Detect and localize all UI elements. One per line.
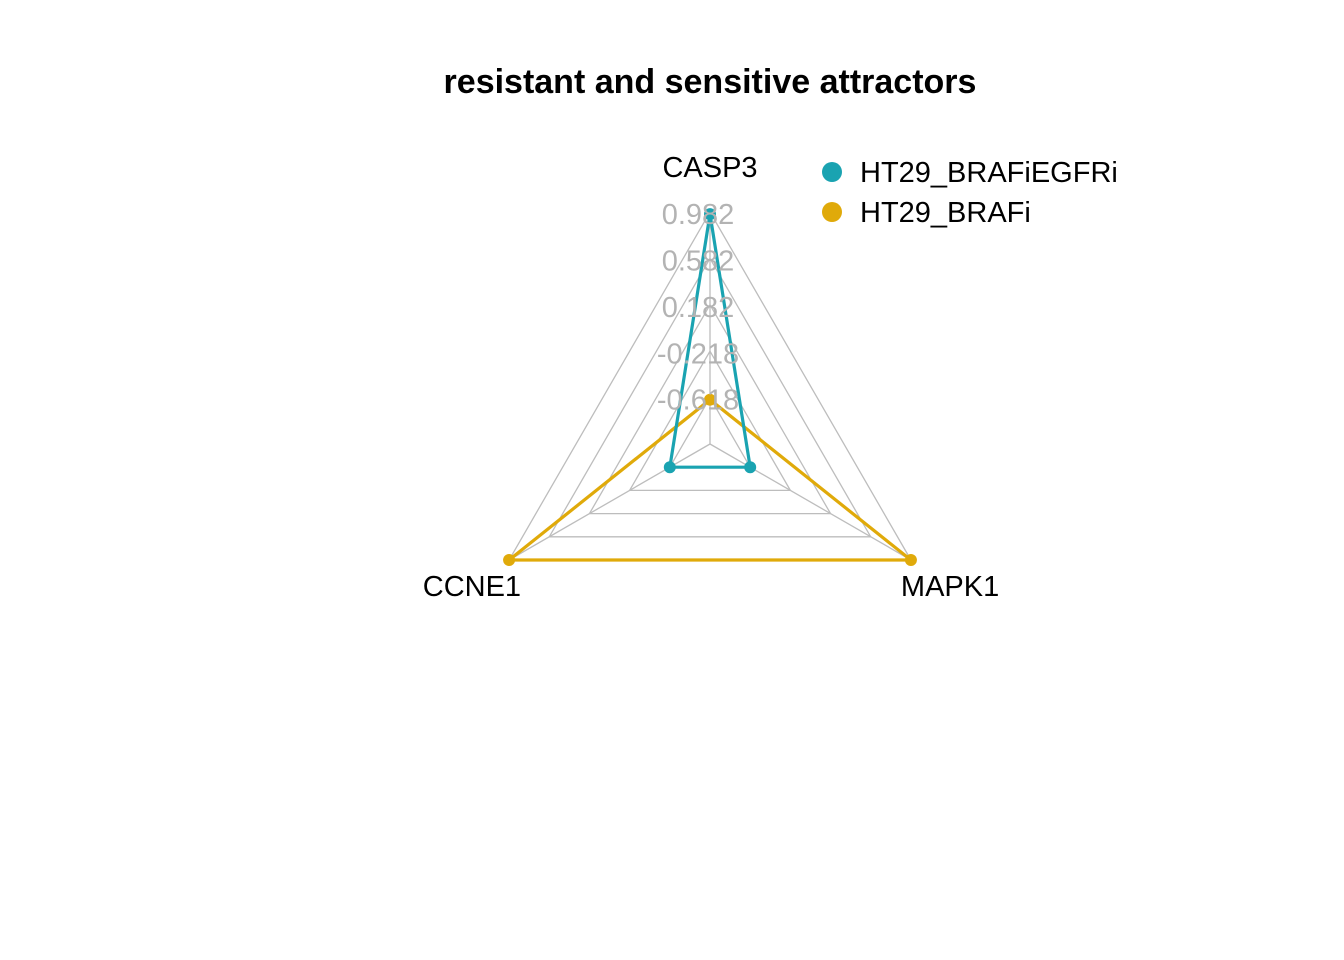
series-HT29_BRAFi [503, 393, 917, 566]
grid-spoke [709, 443, 912, 561]
data-point [704, 208, 716, 221]
series-HT29_BRAFiEGFRi [663, 208, 757, 474]
tick-labels: 0.982 0.582 0.182 -0.218 -0.618 [657, 199, 739, 417]
legend-label: HT29_BRAFi [860, 197, 1031, 229]
series-line [668, 212, 752, 469]
grid-ring-2 [628, 349, 792, 492]
legend: HT29_BRAFiEGFRi HT29_BRAFi [822, 157, 1118, 229]
tick-label: 0.982 [662, 199, 735, 231]
legend-marker [822, 202, 842, 222]
legend-label: HT29_BRAFiEGFRi [860, 157, 1118, 189]
legend-marker [822, 162, 842, 182]
data-point [904, 554, 917, 566]
data-point [744, 461, 757, 474]
axis-label-CCNE1: CCNE1 [423, 571, 521, 603]
axis-label-MAPK1: MAPK1 [901, 571, 999, 603]
chart-title: resistant and sensitive attractors [444, 63, 977, 101]
series-layer [503, 208, 917, 566]
tick-label: -0.618 [657, 385, 739, 417]
data-point [663, 461, 676, 474]
grid-ring-3 [588, 303, 832, 515]
tick-label: 0.582 [662, 245, 735, 277]
grid-spoke [508, 443, 711, 561]
axis-labels: CASP3 MAPK1 CCNE1 [423, 152, 999, 603]
tick-label: -0.218 [657, 338, 739, 370]
tick-label: 0.182 [662, 292, 735, 324]
data-point [503, 554, 516, 566]
series-line [507, 398, 913, 562]
axis-label-CASP3: CASP3 [662, 152, 757, 184]
data-point [704, 393, 716, 406]
grid-ring-4 [548, 257, 872, 538]
